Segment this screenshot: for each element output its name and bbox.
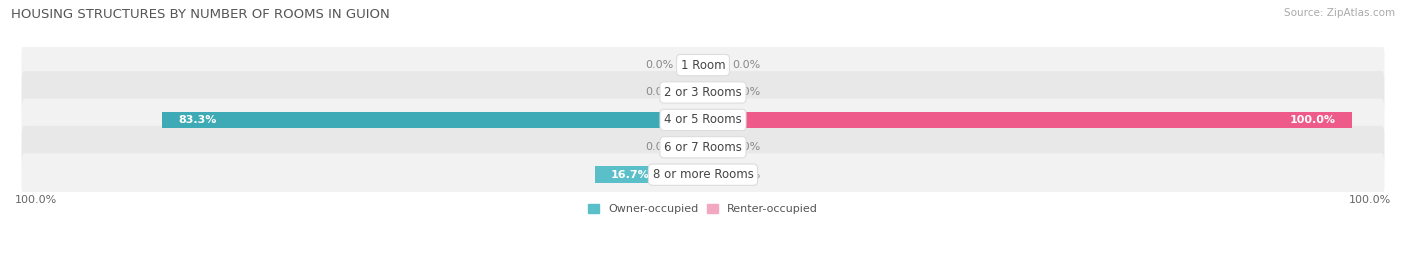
Text: Source: ZipAtlas.com: Source: ZipAtlas.com [1284,8,1395,18]
FancyBboxPatch shape [21,126,1385,169]
Text: 0.0%: 0.0% [733,170,761,180]
Bar [681,139,703,155]
Bar [703,167,725,183]
Text: 0.0%: 0.0% [733,87,761,97]
FancyBboxPatch shape [21,71,1385,114]
Bar [703,112,1353,128]
Legend: Owner-occupied, Renter-occupied: Owner-occupied, Renter-occupied [583,200,823,219]
Text: 0.0%: 0.0% [645,142,673,152]
Text: 0.0%: 0.0% [733,142,761,152]
Bar [703,84,725,101]
Text: 6 or 7 Rooms: 6 or 7 Rooms [664,141,742,154]
Text: 16.7%: 16.7% [610,170,650,180]
FancyBboxPatch shape [21,44,1385,86]
Text: 0.0%: 0.0% [645,60,673,70]
FancyBboxPatch shape [21,153,1385,196]
Text: 4 or 5 Rooms: 4 or 5 Rooms [664,113,742,126]
Text: HOUSING STRUCTURES BY NUMBER OF ROOMS IN GUION: HOUSING STRUCTURES BY NUMBER OF ROOMS IN… [11,8,389,21]
Text: 2 or 3 Rooms: 2 or 3 Rooms [664,86,742,99]
Text: 100.0%: 100.0% [1289,115,1336,125]
Text: 0.0%: 0.0% [645,87,673,97]
Bar [703,57,725,73]
Text: 1 Room: 1 Room [681,59,725,72]
Text: 0.0%: 0.0% [733,60,761,70]
FancyBboxPatch shape [21,98,1385,141]
Bar [595,167,703,183]
Text: 100.0%: 100.0% [15,195,58,205]
Text: 100.0%: 100.0% [1348,195,1391,205]
Text: 83.3%: 83.3% [179,115,217,125]
Bar [681,84,703,101]
Bar [162,112,703,128]
Bar [703,139,725,155]
Text: 8 or more Rooms: 8 or more Rooms [652,168,754,181]
Bar [681,57,703,73]
